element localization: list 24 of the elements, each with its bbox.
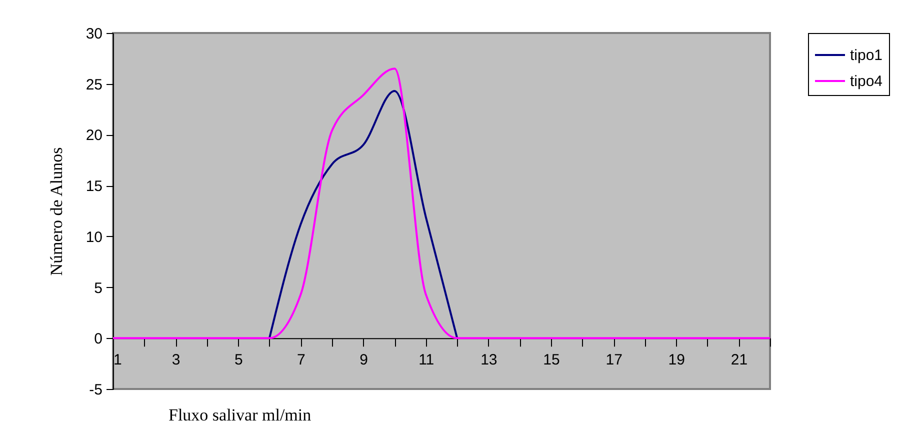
legend-label: tipo4 — [850, 73, 883, 90]
x-tick-label: 7 — [297, 352, 306, 369]
y-tick-label: 30 — [86, 26, 102, 42]
x-axis-title: Fluxo salivar ml/min — [168, 406, 312, 425]
line-series — [268, 90, 458, 340]
x-tick-label: 5 — [234, 352, 243, 369]
x-tick-label: 15 — [543, 352, 560, 369]
x-tick-label: 11 — [418, 352, 434, 369]
legend-label: tipo1 — [850, 47, 883, 64]
y-tick-label: 15 — [86, 178, 102, 196]
y-tick-label: 0 — [94, 330, 102, 348]
x-tick-label: 3 — [172, 352, 180, 369]
x-tick-label: 21 — [730, 352, 748, 369]
x-tick-label: 9 — [360, 352, 368, 369]
x-tick-label: 1 — [114, 352, 122, 369]
y-tick-label: 10 — [86, 228, 102, 246]
x-tick-label: 13 — [480, 352, 498, 369]
y-axis-title: Número de Alunos — [46, 147, 66, 276]
y-tick-label: 25 — [86, 76, 102, 94]
y-tick-label: -5 — [89, 382, 102, 398]
x-tick-label: 17 — [606, 352, 622, 369]
y-tick-label: 5 — [94, 280, 102, 297]
x-tick-label: 19 — [668, 352, 685, 369]
y-tick-label: 20 — [86, 127, 102, 144]
